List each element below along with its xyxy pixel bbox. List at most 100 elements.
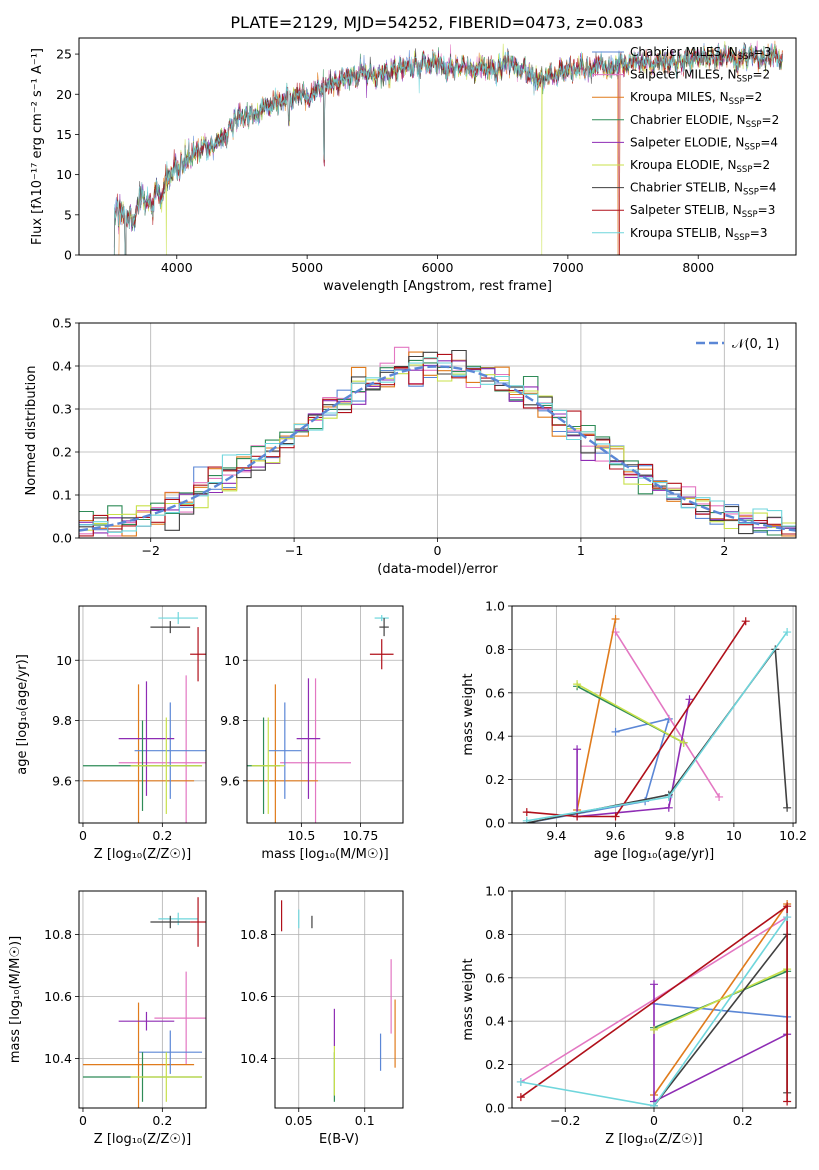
- weight-marker-salpeter_stelib: [522, 808, 531, 817]
- x-tick-label: 0: [79, 1113, 87, 1128]
- axes-frame: [274, 890, 404, 1109]
- legend-text: Chabrier MILES, N: [630, 45, 738, 59]
- weight-marker-salpeter_elodie: [650, 980, 658, 989]
- weight-marker-salpeter_elodie: [685, 695, 694, 704]
- legend-label-chabrier_miles: Chabrier MILES, NSSP=3: [630, 45, 771, 62]
- figure-title: PLATE=2129, MJD=54252, FIBERID=0473, z=0…: [230, 13, 643, 32]
- legend-suffix: =2: [745, 90, 763, 104]
- x-axis-label: (data-model)/error: [377, 562, 498, 577]
- x-tick-label: 10: [726, 828, 742, 843]
- weight-marker-salpeter_stelib: [516, 1093, 525, 1102]
- y-tick-label: 9.6: [220, 773, 240, 788]
- weight-marker-kroupa_elodie: [573, 680, 582, 689]
- legend-subscript: SSP: [744, 142, 760, 152]
- x-axis-label: age [log₁₀(age/yr)]: [594, 847, 715, 862]
- panel-weight_vs_age: 9.4 9.6 9.8 10 10.2 0.0 0.2 0.4 0.6 0.8 1.0 age [lo…: [461, 599, 807, 863]
- x-tick-label: 0.2: [733, 1113, 753, 1128]
- panel-spectrum: 4000 5000 6000 7000 8000 0 5 10 15 20 25 wavelength…: [30, 37, 797, 294]
- y-tick-label: 5: [64, 207, 72, 222]
- weight-line-salpeter_elodie: [653, 984, 788, 1103]
- x-tick-label: 0.2: [152, 1113, 172, 1128]
- x-axis-label: Z [log₁₀(Z/Z☉)]: [94, 1132, 191, 1147]
- spectrum-line-kroupa_stelib: [113, 43, 783, 255]
- legend-text: Chabrier ELODIE, N: [630, 113, 746, 127]
- y-axis-label: Flux [fλ10⁻¹⁷ erg cm⁻² s⁻¹ A⁻¹]: [30, 48, 45, 245]
- axes-frame: [78, 605, 207, 824]
- weight-marker-chabrier_stelib: [783, 803, 792, 812]
- x-tick-label: 8000: [682, 260, 714, 275]
- x-axis-label: Z [log₁₀(Z/Z☉)]: [605, 1132, 702, 1147]
- x-tick-label: 7000: [552, 260, 584, 275]
- weight-marker-kroupa_stelib: [783, 628, 792, 637]
- y-tick-label: 0.8: [485, 642, 505, 657]
- legend-label-kroupa_miles: Kroupa MILES, NSSP=2: [630, 90, 762, 107]
- y-tick-label: 0.3: [52, 402, 72, 417]
- y-tick-label: 20: [56, 87, 72, 102]
- weight-marker-chabrier_miles: [611, 727, 620, 736]
- weight-marker-kroupa_stelib: [650, 1101, 658, 1108]
- y-axis-label: mass weight: [461, 673, 476, 755]
- legend-label-kroupa_elodie: Kroupa ELODIE, NSSP=2: [630, 158, 770, 175]
- normal-curve: [79, 365, 796, 532]
- weight-marker-kroupa_stelib: [664, 792, 673, 801]
- x-tick-label: 0.05: [285, 1113, 313, 1128]
- y-tick-label: 10: [56, 653, 72, 668]
- legend-text: Salpeter STELIB, N: [630, 203, 742, 217]
- axes-frame: [78, 37, 797, 256]
- legend-text: Salpeter ELODIE, N: [630, 135, 744, 149]
- plot-area: [79, 346, 796, 537]
- plot-area: [247, 615, 394, 823]
- axes-frame: [246, 605, 404, 824]
- panel-residuals: −2 −1 0 1 2 0.0 0.1 0.2 0.3 0.4 0.5 (data-model)/er…: [24, 316, 797, 577]
- weight-marker-kroupa_stelib: [516, 1077, 525, 1086]
- grid-lines: [79, 891, 206, 1108]
- y-tick-label: 0.4: [485, 729, 505, 744]
- weight-marker-salpeter_stelib: [783, 902, 792, 911]
- y-tick-label: 15: [56, 127, 72, 142]
- legend: Chabrier MILES, NSSP=3 Salpeter MILES, N S…: [592, 45, 779, 243]
- plot-area: [280, 900, 396, 1102]
- weight-line-salpeter_elodie: [576, 699, 691, 818]
- y-tick-label: 1.0: [485, 884, 505, 899]
- x-axis-label: mass [log₁₀(M/M☉)]: [261, 847, 388, 862]
- y-tick-label: 10.8: [240, 927, 268, 942]
- legend-label-chabrier_elodie: Chabrier ELODIE, NSSP=2: [630, 113, 779, 130]
- x-tick-label: 1: [577, 543, 585, 558]
- weight-marker-salpeter_stelib: [611, 812, 620, 821]
- x-tick-label: −0.2: [550, 1113, 580, 1128]
- legend-subscript: SSP: [743, 188, 759, 198]
- panel-weight_vs_z: −0.2 0 0.2 0.0 0.2 0.4 0.6 0.8 1.0 Z [log₁₀(Z/Z☉)…: [461, 884, 797, 1147]
- axes-frame: [511, 605, 797, 824]
- y-tick-label: 0.0: [485, 1101, 505, 1116]
- x-tick-label: 10.75: [343, 828, 379, 843]
- x-tick-label: 6000: [422, 260, 454, 275]
- histogram-salpeter_stelib: [79, 353, 796, 537]
- legend-suffix: =2: [752, 68, 770, 82]
- y-tick-label: 10: [224, 653, 240, 668]
- y-tick-label: 0.4: [485, 1014, 505, 1029]
- axes-frame: [78, 322, 797, 539]
- weight-marker-kroupa_stelib: [522, 816, 531, 823]
- x-tick-label: −1: [285, 543, 303, 558]
- grid-lines: [247, 606, 403, 823]
- legend-text: Chabrier STELIB, N: [630, 181, 743, 195]
- weight-line-salpeter_stelib: [526, 620, 747, 818]
- x-tick-label: 0: [434, 543, 442, 558]
- legend-subscript: SSP: [734, 233, 750, 243]
- legend-text: Salpeter MILES, N: [630, 68, 737, 82]
- legend-subscript: SSP: [742, 210, 758, 220]
- y-tick-label: 0.0: [52, 531, 72, 546]
- legend-suffix: =2: [762, 113, 780, 127]
- y-tick-label: 10.4: [240, 1051, 268, 1066]
- legend-text: Kroupa MILES, N: [630, 90, 729, 104]
- y-tick-label: 9.8: [52, 713, 72, 728]
- weight-marker-kroupa_elodie: [679, 738, 688, 747]
- panel-age_vs_mass: 10.5 10.75 9.6 9.8 10 mass [log₁₀(M/M☉)]: [220, 605, 404, 862]
- y-tick-label: 10.4: [44, 1051, 72, 1066]
- y-axis-label: age [log₁₀(age/yr)]: [15, 654, 30, 775]
- y-tick-label: 10.6: [44, 989, 72, 1004]
- legend-label-salpeter_elodie: Salpeter ELODIE, NSSP=4: [630, 135, 778, 152]
- plot-area: [82, 897, 206, 1108]
- legend-subscript: SSP: [746, 120, 762, 130]
